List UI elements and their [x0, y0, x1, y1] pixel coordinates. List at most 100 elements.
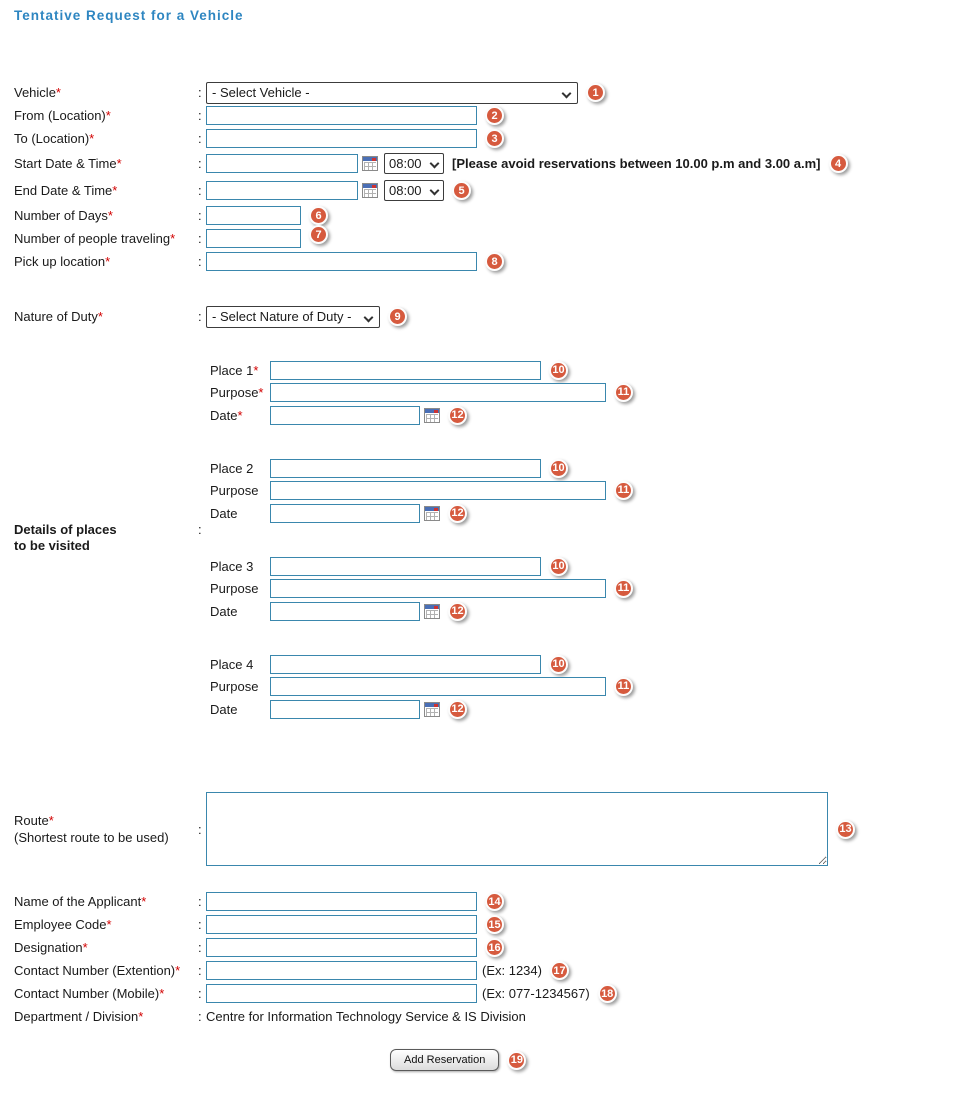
add-reservation-button[interactable]: Add Reservation: [390, 1049, 500, 1071]
date-1-input[interactable]: [270, 405, 420, 425]
places-section-label: Details of places to be visited :: [14, 522, 210, 554]
route-textarea[interactable]: [206, 792, 828, 866]
badge-9: 9: [388, 307, 407, 326]
date-4-input[interactable]: [270, 699, 420, 719]
badge-11: 11: [614, 578, 633, 598]
badge-10: 10: [549, 360, 568, 380]
required-asterisk: *: [48, 813, 54, 828]
badge-16: 16: [485, 938, 504, 957]
start-date-calendar-icon[interactable]: [362, 156, 378, 171]
end-date-calendar-icon[interactable]: [362, 183, 378, 198]
date-3-label: Date: [210, 604, 270, 619]
required-asterisk: *: [237, 407, 243, 423]
end-datetime-row: End Date & Time* : 08:00 5: [14, 177, 960, 204]
department-label: Department / Division*: [14, 1009, 198, 1024]
date-2-label-text: Date: [210, 505, 238, 521]
places-section-label-text: Details of places to be visited: [14, 522, 198, 554]
purpose-3-label-text: Purpose: [210, 580, 259, 596]
badge-8: 8: [485, 252, 504, 271]
required-asterisk: *: [116, 156, 122, 171]
from-location-label-text: From (Location): [14, 108, 106, 123]
date-4-label: Date: [210, 702, 270, 717]
vehicle-select[interactable]: - Select Vehicle -: [207, 82, 577, 103]
place-2-row: Place 2 10: [210, 457, 960, 479]
date-3-input[interactable]: [270, 601, 420, 621]
colon: :: [198, 183, 202, 198]
from-location-input[interactable]: [206, 106, 477, 125]
contact-extension-label-text: Contact Number (Extention): [14, 963, 176, 978]
badge-11: 11: [614, 480, 633, 500]
people-traveling-row: Number of people traveling* : 7: [14, 225, 960, 250]
badge-10: 10: [549, 654, 568, 674]
required-asterisk: *: [175, 963, 181, 978]
purpose-2-input[interactable]: [270, 480, 606, 500]
place-4-label: Place 4: [210, 657, 270, 672]
badge-1: 1: [586, 83, 605, 102]
place-1-input[interactable]: [270, 360, 541, 380]
place-3-label-text: Place 3: [210, 558, 254, 574]
route-row: Route* (Shortest route to be used) : 13: [14, 792, 960, 866]
colon: :: [198, 309, 202, 324]
end-date-input[interactable]: [206, 181, 358, 200]
submit-row: Add Reservation 19: [390, 1047, 960, 1073]
number-of-days-input[interactable]: [206, 206, 301, 225]
place-2-label-text: Place 2: [210, 460, 254, 476]
purpose-3-input[interactable]: [270, 578, 606, 598]
employee-code-row: Employee Code* : 15: [14, 913, 960, 936]
place-group-1: Place 1* 10 Purpose* 11 Date* 12: [210, 359, 960, 427]
start-date-input[interactable]: [206, 154, 358, 173]
route-label-text: Route*: [14, 813, 54, 828]
place-3-row: Place 3 10: [210, 555, 960, 577]
date-2-input[interactable]: [270, 503, 420, 523]
date-3-calendar-icon[interactable]: [424, 603, 440, 619]
places-section: Details of places to be visited : Place 1…: [14, 359, 960, 721]
start-time-select[interactable]: 08:00: [385, 154, 443, 173]
place-1-label-text: Place 1: [210, 362, 254, 378]
contact-mobile-input[interactable]: [206, 984, 477, 1003]
to-location-label: To (Location)*: [14, 131, 198, 146]
pickup-location-input[interactable]: [206, 252, 477, 271]
required-asterisk: *: [258, 384, 264, 400]
badge-18: 18: [597, 984, 617, 1003]
pickup-location-row: Pick up location* : 8: [14, 250, 960, 273]
purpose-3-row: Purpose 11: [210, 577, 960, 599]
number-of-days-label: Number of Days*: [14, 208, 198, 223]
vehicle-request-page: Tentative Request for a Vehicle Vehicle*…: [14, 8, 960, 1073]
employee-code-input[interactable]: [206, 915, 477, 934]
place-2-input[interactable]: [270, 458, 541, 478]
colon: :: [198, 821, 202, 837]
place-4-input[interactable]: [270, 654, 541, 674]
end-datetime-label: End Date & Time*: [14, 183, 198, 198]
date-4-calendar-icon[interactable]: [424, 701, 440, 717]
date-2-calendar-icon[interactable]: [424, 505, 440, 521]
place-group-3: Place 3 10 Purpose 11 Date 12: [210, 555, 960, 623]
to-location-input[interactable]: [206, 129, 477, 148]
people-traveling-input[interactable]: [206, 229, 301, 248]
applicant-name-label: Name of the Applicant*: [14, 894, 198, 909]
date-2-row: Date 12: [210, 501, 960, 525]
department-value: Centre for Information Technology Servic…: [206, 1009, 526, 1024]
place-3-input[interactable]: [270, 556, 541, 576]
vehicle-label: Vehicle*: [14, 85, 198, 100]
end-time-select[interactable]: 08:00: [385, 181, 443, 200]
end-datetime-label-text: End Date & Time: [14, 183, 113, 198]
badge-4: 4: [828, 154, 848, 173]
badge-17: 17: [549, 961, 569, 980]
required-asterisk: *: [159, 986, 165, 1001]
badge-15: 15: [485, 915, 504, 934]
date-1-row: Date* 12: [210, 403, 960, 427]
required-asterisk: *: [105, 254, 111, 269]
date-1-calendar-icon[interactable]: [424, 407, 440, 423]
badge-14: 14: [485, 892, 504, 911]
place-1-label: Place 1*: [210, 363, 270, 378]
designation-input[interactable]: [206, 938, 477, 957]
nature-of-duty-select[interactable]: - Select Nature of Duty -: [207, 306, 379, 327]
purpose-1-input[interactable]: [270, 382, 606, 402]
purpose-4-input[interactable]: [270, 676, 606, 696]
start-time-select-wrap: 08:00: [384, 153, 444, 174]
department-row: Department / Division* : Centre for Info…: [14, 1005, 960, 1028]
applicant-name-input[interactable]: [206, 892, 477, 911]
mobile-example-hint: (Ex: 077-1234567): [482, 986, 590, 1001]
place-2-label: Place 2: [210, 461, 270, 476]
contact-extension-input[interactable]: [206, 961, 477, 980]
